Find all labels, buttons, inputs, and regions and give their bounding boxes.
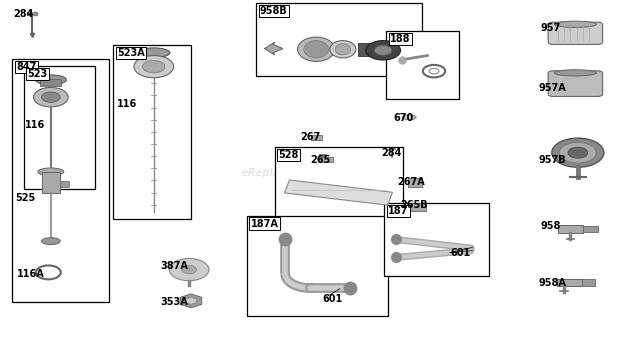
Bar xyxy=(256,3,422,76)
Text: 267: 267 xyxy=(300,132,321,142)
Ellipse shape xyxy=(554,70,596,76)
Circle shape xyxy=(374,45,392,55)
Text: 284: 284 xyxy=(381,148,402,158)
Circle shape xyxy=(552,138,604,167)
Circle shape xyxy=(559,142,596,163)
Circle shape xyxy=(33,87,68,107)
Text: 957A: 957A xyxy=(538,84,566,93)
Bar xyxy=(113,45,191,219)
Bar xyxy=(386,31,459,99)
Text: 957: 957 xyxy=(541,23,561,33)
Ellipse shape xyxy=(38,168,64,176)
Ellipse shape xyxy=(335,44,351,55)
Text: eReplacementParts.com: eReplacementParts.com xyxy=(242,169,378,178)
Circle shape xyxy=(143,60,165,73)
Bar xyxy=(557,279,582,286)
Ellipse shape xyxy=(554,21,596,27)
Ellipse shape xyxy=(35,75,66,85)
Bar xyxy=(558,225,583,233)
Text: 525: 525 xyxy=(16,193,36,203)
Text: 957B: 957B xyxy=(538,155,566,164)
Text: 284: 284 xyxy=(14,9,34,19)
Ellipse shape xyxy=(42,238,60,245)
Polygon shape xyxy=(265,42,283,55)
Bar xyxy=(27,12,37,15)
Bar xyxy=(311,135,322,140)
Text: 116: 116 xyxy=(25,120,45,130)
Ellipse shape xyxy=(330,41,356,58)
Ellipse shape xyxy=(402,115,416,120)
Bar xyxy=(358,43,372,56)
FancyBboxPatch shape xyxy=(548,71,603,96)
Bar xyxy=(24,66,95,189)
Text: 601: 601 xyxy=(450,248,471,258)
Bar xyxy=(42,172,60,193)
Text: 187: 187 xyxy=(388,206,409,216)
Ellipse shape xyxy=(304,41,329,58)
Text: 265B: 265B xyxy=(400,201,428,210)
Bar xyxy=(384,203,489,276)
Circle shape xyxy=(568,147,588,158)
Text: 116A: 116A xyxy=(17,269,45,279)
Polygon shape xyxy=(285,180,392,205)
Text: 958: 958 xyxy=(541,221,561,231)
Text: 958A: 958A xyxy=(538,278,566,288)
Bar xyxy=(582,279,595,286)
Text: 267A: 267A xyxy=(397,177,425,187)
Bar xyxy=(389,148,396,150)
Text: 528: 528 xyxy=(278,150,299,160)
Circle shape xyxy=(366,41,401,60)
FancyBboxPatch shape xyxy=(548,22,603,44)
Bar xyxy=(60,181,69,187)
Bar xyxy=(40,79,61,86)
Text: 353A: 353A xyxy=(160,297,188,307)
Text: 523A: 523A xyxy=(117,48,145,58)
Text: 847: 847 xyxy=(16,62,37,72)
Bar xyxy=(319,154,326,157)
Text: 523: 523 xyxy=(27,69,48,79)
Circle shape xyxy=(42,92,60,102)
Text: 387A: 387A xyxy=(160,262,188,271)
Ellipse shape xyxy=(138,48,170,58)
Text: 958B: 958B xyxy=(260,6,288,16)
Text: 188: 188 xyxy=(390,34,410,44)
Text: 265: 265 xyxy=(310,155,330,164)
Text: 187A: 187A xyxy=(250,219,278,229)
Ellipse shape xyxy=(298,37,335,61)
Text: 116: 116 xyxy=(117,99,137,109)
Bar xyxy=(319,157,333,162)
Circle shape xyxy=(169,259,209,281)
Bar xyxy=(12,59,108,302)
Bar xyxy=(275,147,403,219)
Circle shape xyxy=(134,56,174,78)
Bar xyxy=(583,226,598,232)
Bar xyxy=(408,178,422,187)
Text: 601: 601 xyxy=(322,294,343,304)
Circle shape xyxy=(182,265,197,274)
Bar xyxy=(247,216,388,316)
Text: 670: 670 xyxy=(393,113,414,123)
Bar xyxy=(410,203,426,211)
